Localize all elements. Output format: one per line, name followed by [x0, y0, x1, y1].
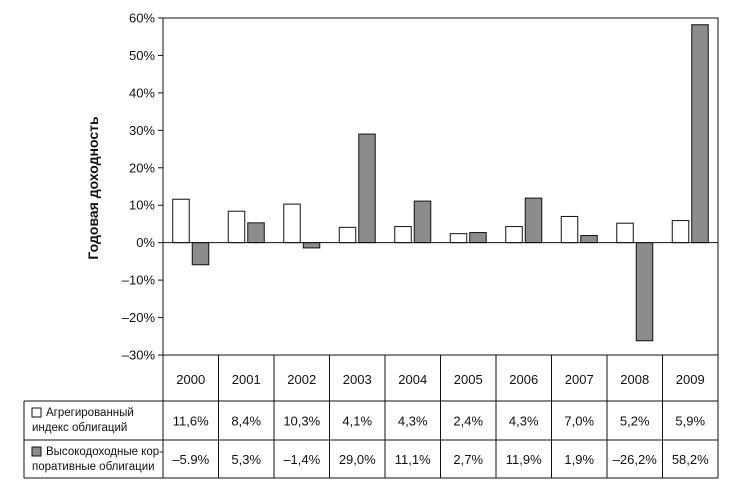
bar-aggregate-2006 [505, 226, 523, 244]
legend-swatch [31, 407, 42, 418]
bar-aggregate-2000 [172, 198, 190, 244]
table-cell: 4,3% [509, 414, 539, 429]
table-cell: 58,2% [672, 452, 709, 467]
legend-swatch [31, 446, 42, 457]
plot-frame [162, 17, 719, 356]
data-table: 2000 2001 2002 2003 2004 2005 2006 2007 2008 2009… [172, 372, 709, 467]
table-cell: 5,9% [675, 414, 705, 429]
bar-aggregate-2007 [560, 215, 579, 244]
bar-aggregate-2001 [227, 210, 246, 244]
bar-highyield-2004 [413, 200, 432, 244]
bar-aggregate-2002 [283, 203, 301, 244]
category-label: 2006 [509, 372, 538, 387]
category-label: 2007 [565, 372, 594, 387]
legend-label: Высокодоходные кор- [46, 446, 163, 458]
table-cell: 4,3% [398, 414, 428, 429]
y-axis-label: Годовая доходность [85, 116, 101, 260]
category-label: 2000 [176, 372, 205, 387]
y-tick-label: –20% [122, 310, 156, 325]
y-tick-label: 60% [129, 11, 155, 26]
bars-layer [172, 24, 709, 342]
y-tick-label: 20% [129, 160, 155, 175]
bar-highyield-2005 [469, 232, 487, 244]
y-tick-label: 10% [129, 198, 155, 213]
bar-highyield-2000 [191, 242, 210, 266]
table-cell: –1,4% [283, 452, 320, 467]
y-axis: 60% 50% 40% 30% 20% 10% 0% –10% –20% –30% [122, 11, 163, 363]
table-cell: 29,0% [339, 452, 376, 467]
table-cell: –5.9% [172, 452, 209, 467]
bar-aggregate-2003 [338, 226, 357, 244]
table-cell: 2,7% [453, 452, 483, 467]
legend-label: индекс облигаций [32, 422, 127, 434]
table-cell: 11,6% [173, 414, 209, 429]
bar-aggregate-2008 [616, 222, 634, 244]
y-tick-label: –10% [122, 273, 156, 288]
bar-highyield-2007 [580, 235, 598, 244]
table-cell: 1,9% [564, 452, 594, 467]
bar-highyield-2002 [302, 242, 321, 249]
category-label: 2002 [287, 372, 316, 387]
bar-highyield-2008 [635, 242, 654, 342]
table-cell: 7,0% [564, 414, 594, 429]
y-tick-label: 0% [136, 235, 155, 250]
y-tick-label: 40% [129, 85, 155, 100]
bar-highyield-2003 [358, 133, 376, 244]
table-cell: 5,3% [231, 452, 261, 467]
table-cell: 11,1% [395, 452, 431, 467]
table-cell: –26,2% [613, 452, 658, 467]
table-cell: 11,9% [506, 452, 542, 467]
bar-highyield-2009 [691, 24, 709, 244]
category-label: 2001 [232, 372, 261, 387]
bar-aggregate-2004 [394, 226, 412, 244]
y-tick-label: –30% [122, 348, 156, 363]
table-cell: 8,4% [231, 414, 261, 429]
table-cell: 5,2% [620, 414, 650, 429]
legend-label: поративные облигации [32, 461, 155, 473]
category-label: 2005 [454, 372, 483, 387]
category-label: 2004 [398, 372, 427, 387]
table-cell: 2,4% [453, 414, 483, 429]
table-cell: 4,1% [342, 414, 372, 429]
category-label: 2003 [343, 372, 372, 387]
y-tick-label: 30% [129, 123, 155, 138]
bar-highyield-2006 [524, 197, 543, 244]
y-tick-label: 50% [129, 48, 155, 63]
bar-aggregate-2005 [449, 233, 468, 244]
data-table-grid [23, 355, 719, 479]
bar-aggregate-2009 [671, 220, 690, 244]
plot-border [162, 17, 719, 356]
legend: Агрегированный индекс облигаций Высокодохо… [31, 407, 163, 473]
category-label: 2009 [676, 372, 705, 387]
table-cell: 10,3% [283, 414, 320, 429]
legend-label: Агрегированный [46, 407, 134, 419]
category-label: 2008 [620, 372, 649, 387]
bar-highyield-2001 [247, 222, 265, 244]
